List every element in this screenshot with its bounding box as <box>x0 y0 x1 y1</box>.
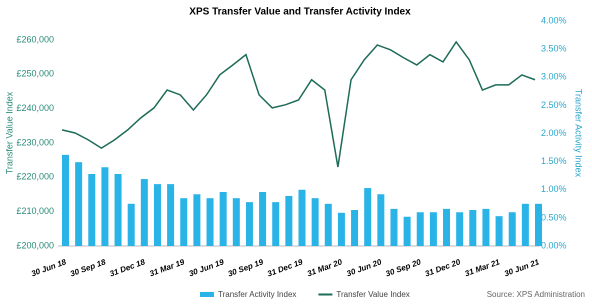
bar <box>390 208 398 246</box>
bar <box>311 198 319 246</box>
y-tick-label: £230,000 <box>16 137 54 147</box>
bar <box>167 184 175 246</box>
chart-title: XPS Transfer Value and Transfer Activity… <box>189 7 411 18</box>
bar <box>351 210 359 246</box>
source-note: Source: XPS Administration <box>487 290 585 299</box>
bar <box>521 203 529 246</box>
bar <box>219 192 227 246</box>
y2-tick-label: 2.00% <box>541 128 567 138</box>
bar <box>469 210 477 246</box>
x-tick-label: 31 Mar 21 <box>464 257 502 278</box>
bar <box>180 198 188 246</box>
bar <box>456 212 464 246</box>
bar <box>127 203 135 246</box>
bar <box>482 208 490 246</box>
y-tick-label: £240,000 <box>16 103 54 113</box>
bar <box>535 203 542 246</box>
x-tick-label: 30 Jun 20 <box>345 257 383 278</box>
x-tick-label: 31 Dec 20 <box>424 257 462 278</box>
y-tick-label: £200,000 <box>16 240 54 250</box>
y2-tick-label: 0.50% <box>541 212 567 222</box>
bar <box>193 194 201 246</box>
bar <box>364 188 372 246</box>
bar <box>298 189 306 246</box>
bar <box>429 212 437 246</box>
bar <box>285 195 293 246</box>
x-tick-label: 31 Dec 19 <box>266 257 304 278</box>
y2-axis-title: Transfer Activity Index <box>574 89 584 178</box>
x-tick-label: 31 Mar 19 <box>148 257 186 278</box>
bar <box>324 203 332 246</box>
bar <box>508 212 516 246</box>
bar <box>75 162 83 246</box>
bar <box>206 198 214 246</box>
y-tick-label: £220,000 <box>16 172 54 182</box>
x-tick-label: 31 Mar 20 <box>306 257 344 278</box>
bar <box>232 198 240 246</box>
bar <box>153 184 161 246</box>
x-tick-label: 30 Sep 19 <box>227 257 265 278</box>
bar <box>140 179 148 246</box>
bar <box>337 212 345 246</box>
y-axis-title: Transfer Value Index <box>4 91 14 174</box>
bar <box>403 216 411 246</box>
bar <box>114 174 122 246</box>
y2-tick-label: 0.00% <box>541 240 567 250</box>
y-tick-label: £210,000 <box>16 206 54 216</box>
x-tick-label: 30 Sep 18 <box>69 257 107 278</box>
x-tick-label: 30 Jun 19 <box>188 257 226 278</box>
legend-label: Transfer Value Index <box>336 290 409 299</box>
legend-swatch <box>200 292 214 297</box>
legend-label: Transfer Activity Index <box>218 290 296 299</box>
y-tick-label: £260,000 <box>16 34 54 44</box>
y-tick-label: £250,000 <box>16 69 54 79</box>
y2-tick-label: 1.50% <box>541 156 567 166</box>
bar <box>101 167 109 246</box>
x-tick-label: 30 Sep 20 <box>384 257 422 278</box>
bar <box>272 202 280 246</box>
bar <box>377 194 385 246</box>
bar <box>88 174 96 246</box>
y2-tick-label: 3.50% <box>541 44 567 54</box>
y2-tick-label: 2.50% <box>541 100 567 110</box>
y2-tick-label: 3.00% <box>541 72 567 82</box>
bar <box>443 208 451 246</box>
y2-tick-label: 4.00% <box>541 15 567 25</box>
bar <box>62 154 69 246</box>
y2-tick-label: 1.00% <box>541 184 567 194</box>
x-tick-label: 31 Dec 18 <box>108 257 146 278</box>
line <box>61 40 536 168</box>
bar <box>416 212 424 246</box>
bar <box>245 202 253 246</box>
bar <box>259 192 267 246</box>
x-tick-label: 30 Jun 18 <box>30 257 68 278</box>
x-tick-label: 30 Jun 21 <box>503 257 541 278</box>
bar <box>495 216 503 246</box>
